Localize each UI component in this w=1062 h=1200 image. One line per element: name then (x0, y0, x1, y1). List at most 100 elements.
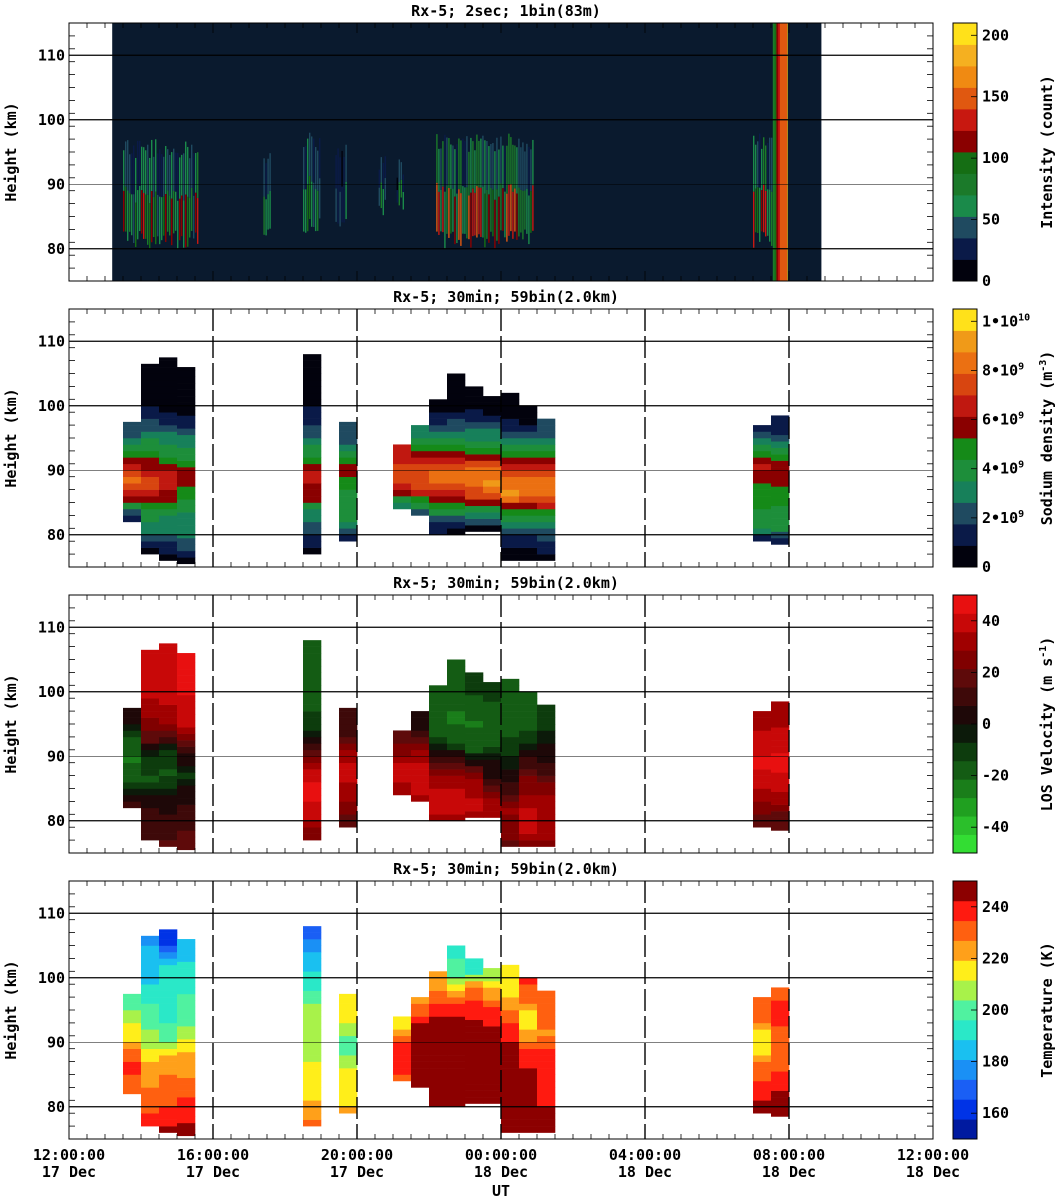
data-cell (465, 672, 484, 676)
data-column (537, 704, 556, 847)
data-cell (141, 412, 160, 419)
data-cell (447, 373, 466, 381)
strand (402, 174, 404, 193)
data-cell (303, 977, 322, 985)
data-cell (483, 460, 502, 468)
data-cell (177, 512, 196, 519)
colorbar-swatch (953, 195, 977, 217)
data-cell (483, 1077, 502, 1085)
data-cell (537, 814, 556, 822)
data-cell (159, 508, 178, 516)
data-cell (141, 939, 160, 946)
strand (482, 135, 484, 187)
strand (167, 149, 169, 191)
data-cell (159, 379, 178, 387)
data-cell (141, 476, 160, 484)
strand (129, 154, 131, 194)
data-cell (519, 724, 538, 731)
strand (522, 142, 524, 191)
data-cell (411, 788, 430, 796)
strand (458, 138, 460, 190)
strand (442, 186, 444, 233)
strand (313, 182, 315, 228)
colorbar-swatch (953, 650, 977, 670)
colorbar-swatch (953, 742, 977, 762)
strand (504, 145, 506, 192)
data-cell (501, 476, 520, 484)
data-cell (123, 788, 142, 796)
data-cell (501, 1042, 520, 1049)
data-cell (123, 425, 142, 432)
data-cell (303, 1113, 322, 1120)
data-cell (753, 730, 772, 738)
data-cell (771, 1006, 790, 1014)
data-cell (753, 476, 772, 484)
y-tick-label: 110 (38, 904, 65, 922)
data-cell (159, 704, 178, 712)
data-cell (519, 833, 538, 841)
strand (759, 133, 761, 188)
data-cell (393, 788, 412, 796)
y-tick-label: 90 (47, 1033, 65, 1051)
data-cell (159, 521, 178, 529)
data-cell (447, 951, 466, 959)
data-cell (537, 463, 556, 471)
data-cell (447, 1048, 466, 1056)
strand (448, 138, 450, 189)
data-cell (339, 801, 358, 809)
data-cell (177, 955, 196, 962)
strand (454, 149, 456, 197)
strand (755, 144, 757, 189)
data-cell (753, 1029, 772, 1037)
data-cell (393, 1042, 412, 1049)
data-cell (537, 450, 556, 458)
data-cell (303, 508, 322, 516)
data-cell (483, 415, 502, 423)
y-tick-label: 90 (47, 175, 65, 193)
strand (448, 188, 450, 238)
data-cell (537, 1106, 556, 1114)
data-cell (753, 743, 772, 751)
data-cell (447, 483, 466, 490)
data-cell (159, 1074, 178, 1082)
data-cell (177, 675, 196, 683)
data-cell (447, 496, 466, 503)
data-cell (501, 1029, 520, 1037)
data-cell (447, 730, 466, 738)
data-cell (177, 1013, 196, 1020)
data-cell (753, 820, 772, 828)
data-cell (501, 1035, 520, 1043)
data-cell (501, 730, 520, 738)
data-cell (519, 984, 538, 991)
data-cell (429, 782, 448, 789)
data-column (159, 929, 178, 1133)
strand (765, 190, 767, 237)
colorbar-swatch (953, 130, 977, 153)
data-cell (159, 990, 178, 998)
data-cell (141, 515, 160, 523)
data-cell (501, 1048, 520, 1056)
data-cell (141, 971, 160, 979)
colorbar-swatch (953, 980, 977, 1001)
data-cell (465, 1019, 484, 1027)
data-cell (483, 492, 502, 500)
data-cell (537, 534, 556, 542)
data-cell (537, 736, 556, 744)
data-cell (465, 968, 484, 975)
data-cell (159, 444, 178, 452)
data-cell (339, 788, 358, 796)
y-tick-label: 100 (38, 397, 65, 415)
data-cell (159, 945, 178, 953)
data-cell (447, 678, 466, 686)
strand (135, 202, 137, 248)
strand (343, 157, 345, 190)
data-cell (429, 743, 448, 751)
data-column (123, 993, 142, 1095)
data-cell (501, 801, 520, 809)
strand (263, 196, 265, 235)
data-cell (465, 1064, 484, 1072)
data-cell (501, 691, 520, 699)
data-cell (771, 1058, 790, 1066)
strand (444, 191, 446, 249)
data-cell (411, 1010, 430, 1017)
